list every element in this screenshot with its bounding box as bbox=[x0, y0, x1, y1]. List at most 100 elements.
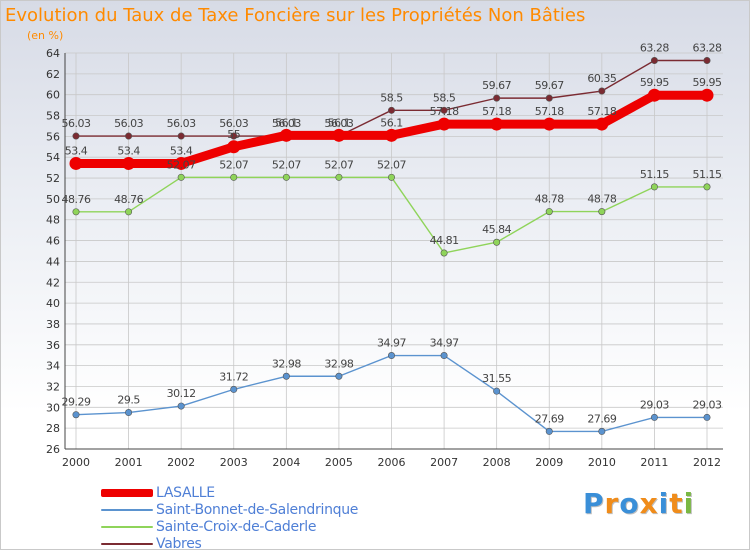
data-point bbox=[598, 208, 606, 216]
data-label: 52.07 bbox=[167, 158, 196, 171]
data-label: 56.03 bbox=[62, 117, 91, 130]
y-tick-label: 48 bbox=[46, 214, 60, 227]
data-point bbox=[72, 411, 80, 419]
data-label: 56.03 bbox=[167, 117, 196, 130]
data-point bbox=[437, 117, 451, 131]
data-label: 56.03 bbox=[272, 117, 301, 130]
legend-label: Sainte-Croix-de-Caderle bbox=[156, 519, 317, 535]
data-point bbox=[703, 413, 711, 421]
legend-swatch bbox=[101, 489, 153, 497]
x-tick-label: 2012 bbox=[693, 456, 721, 469]
data-point bbox=[177, 402, 185, 410]
data-label: 58.5 bbox=[380, 91, 403, 104]
legend-swatch bbox=[101, 543, 153, 545]
y-tick-label: 28 bbox=[46, 422, 60, 435]
logo-letter: i bbox=[658, 487, 670, 520]
data-label: 34.97 bbox=[430, 337, 459, 350]
data-point bbox=[125, 409, 133, 417]
x-tick-label: 2006 bbox=[378, 456, 406, 469]
data-label: 27.69 bbox=[535, 412, 564, 425]
data-point bbox=[227, 140, 241, 154]
data-label: 52.07 bbox=[377, 158, 406, 171]
chart-title: Evolution du Taux de Taxe Foncière sur l… bbox=[5, 5, 586, 26]
data-label: 59.67 bbox=[535, 79, 564, 92]
data-point bbox=[598, 427, 606, 435]
data-point bbox=[703, 183, 711, 191]
data-point bbox=[72, 132, 80, 140]
y-tick-label: 56 bbox=[46, 130, 60, 143]
logo-letter: P bbox=[583, 487, 605, 520]
data-label: 34.97 bbox=[377, 337, 406, 350]
data-label: 27.69 bbox=[587, 412, 616, 425]
data-point bbox=[125, 132, 133, 140]
data-point bbox=[177, 173, 185, 181]
data-point bbox=[650, 57, 658, 65]
y-tick-label: 52 bbox=[46, 172, 60, 185]
data-label: 60.35 bbox=[587, 72, 616, 85]
data-label: 52.07 bbox=[324, 158, 353, 171]
data-label: 31.55 bbox=[482, 372, 511, 385]
logo-letter: t bbox=[669, 487, 684, 520]
data-point bbox=[122, 156, 136, 170]
data-label: 59.67 bbox=[482, 79, 511, 92]
y-tick-label: 54 bbox=[46, 151, 60, 164]
y-unit-label: (en %) bbox=[27, 29, 64, 42]
data-label: 57.18 bbox=[482, 105, 511, 118]
data-label: 56.03 bbox=[114, 117, 143, 130]
x-tick-label: 2002 bbox=[167, 456, 195, 469]
data-point bbox=[545, 208, 553, 216]
data-point bbox=[490, 117, 504, 131]
data-point bbox=[69, 156, 83, 170]
data-point bbox=[595, 117, 609, 131]
data-label: 48.78 bbox=[535, 193, 564, 206]
data-point bbox=[279, 128, 293, 142]
data-point bbox=[493, 94, 501, 102]
data-label: 59.95 bbox=[640, 76, 669, 89]
y-tick-label: 58 bbox=[46, 110, 60, 123]
data-label: 45.84 bbox=[482, 223, 511, 236]
data-label: 44.81 bbox=[430, 234, 459, 247]
logo-letter: o bbox=[619, 487, 640, 520]
data-point bbox=[598, 87, 606, 95]
data-label: 51.15 bbox=[640, 168, 669, 181]
y-tick-label: 32 bbox=[46, 380, 60, 393]
data-point bbox=[335, 372, 343, 380]
y-tick-label: 62 bbox=[46, 68, 60, 81]
data-point bbox=[230, 132, 238, 140]
y-tick-label: 44 bbox=[46, 255, 60, 268]
data-point bbox=[177, 132, 185, 140]
data-label: 32.98 bbox=[272, 357, 301, 370]
y-tick-label: 38 bbox=[46, 318, 60, 331]
y-tick-label: 46 bbox=[46, 235, 60, 248]
data-point bbox=[125, 208, 133, 216]
data-label: 53.4 bbox=[65, 144, 88, 157]
data-label: 48.76 bbox=[62, 193, 91, 206]
data-point bbox=[545, 427, 553, 435]
data-label: 30.12 bbox=[167, 387, 196, 400]
data-point bbox=[650, 183, 658, 191]
x-tick-label: 2011 bbox=[640, 456, 668, 469]
data-point bbox=[700, 88, 714, 102]
axes: 26 28 30 32 34 36 38 40 42 44 46 48 50 52 54 56 58 60 62 64… bbox=[46, 47, 723, 469]
legend-label: Vabres bbox=[156, 536, 202, 552]
data-label: 48.78 bbox=[587, 193, 616, 206]
y-tick-label: 40 bbox=[46, 297, 60, 310]
data-point bbox=[440, 249, 448, 257]
data-label: 31.72 bbox=[219, 370, 248, 383]
data-label: 63.28 bbox=[693, 42, 722, 55]
data-label: 57.18 bbox=[587, 105, 616, 118]
data-point bbox=[493, 238, 501, 246]
data-point bbox=[174, 156, 188, 170]
series-layer bbox=[69, 57, 714, 435]
y-tick-label: 34 bbox=[46, 360, 60, 373]
legend-swatch bbox=[101, 509, 153, 511]
data-point bbox=[230, 173, 238, 181]
data-label: 32.98 bbox=[324, 357, 353, 370]
data-point bbox=[493, 387, 501, 395]
data-labels: 53.4 53.4 53.4 55 56.1 56.1 56.1 57.18 57.18 57.1… bbox=[62, 42, 723, 426]
data-label: 51.15 bbox=[693, 168, 722, 181]
data-point bbox=[387, 106, 395, 114]
data-point bbox=[440, 106, 448, 114]
